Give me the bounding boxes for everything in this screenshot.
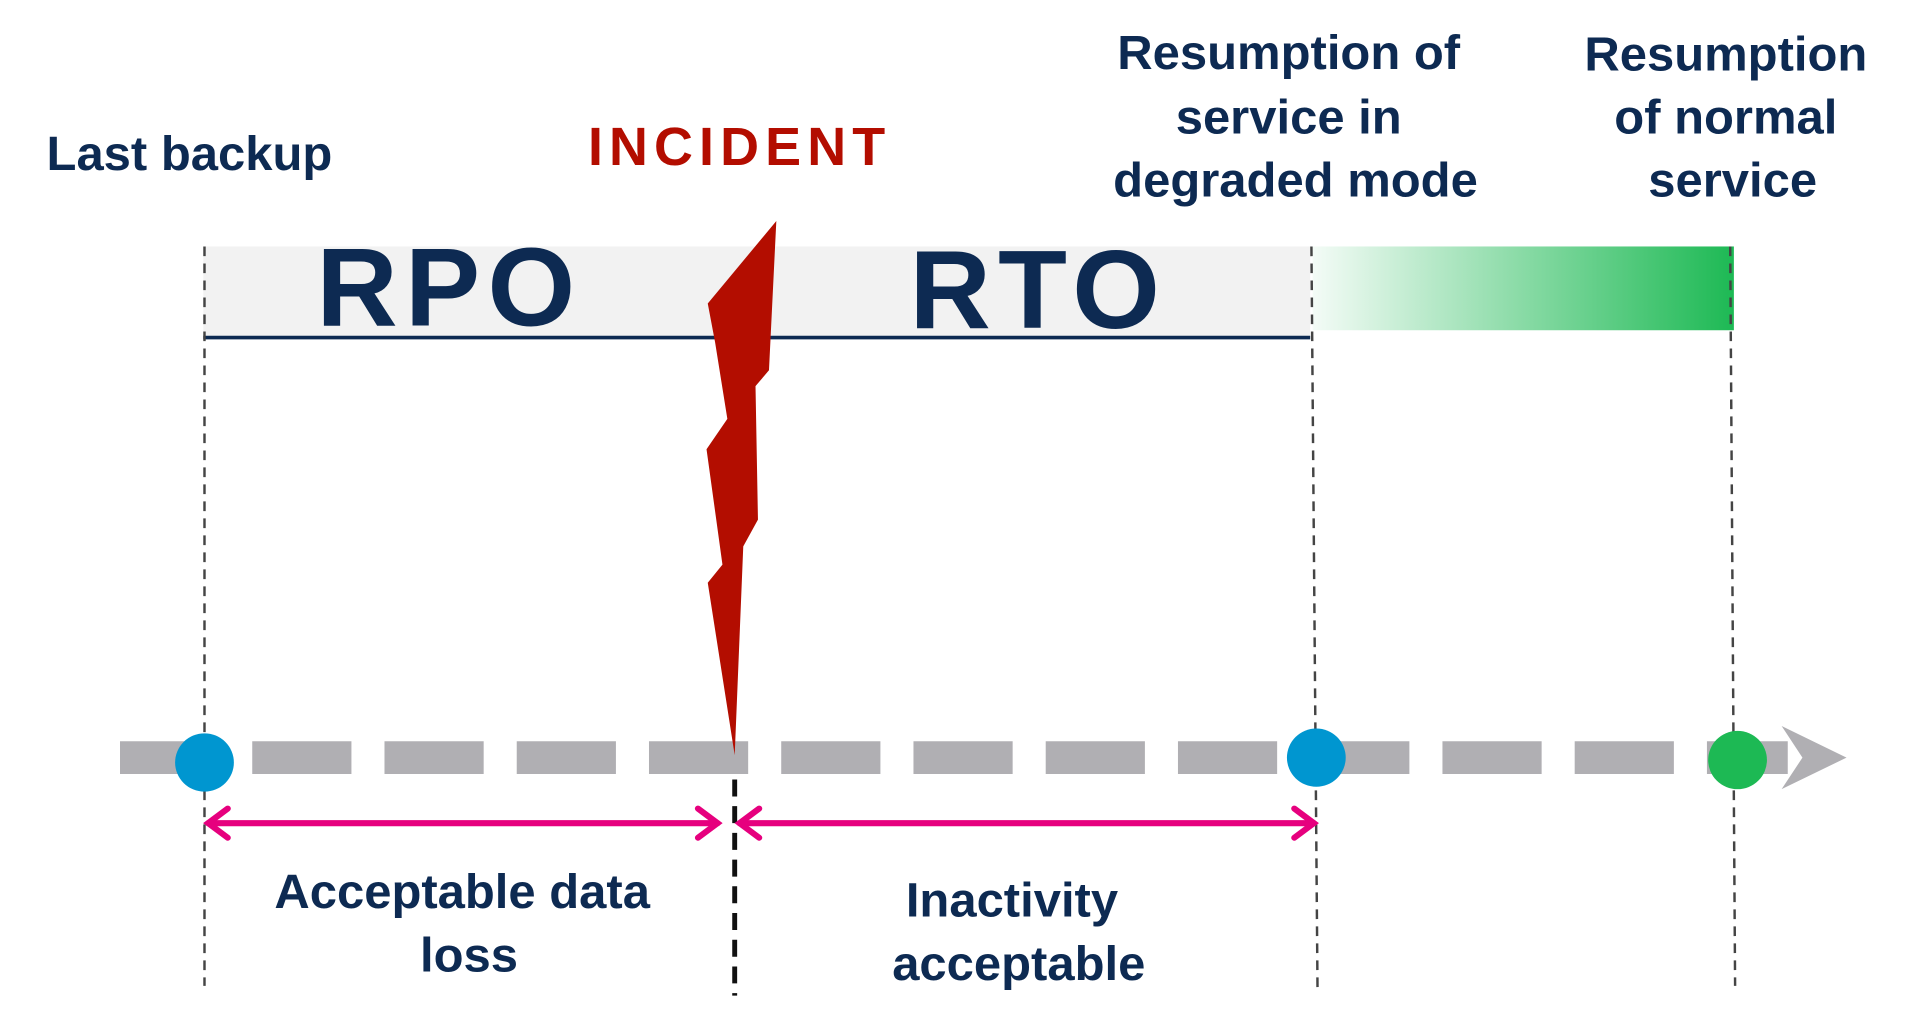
inactivity-span-arrow — [734, 805, 1319, 841]
degraded-resumption-label: Resumption of service in degraded mode — [1113, 26, 1478, 207]
normal-resumption-label: Resumption of normal service — [1584, 28, 1881, 208]
recovery-gradient-band — [1312, 246, 1734, 331]
incident-label: INCIDENT — [588, 117, 891, 177]
timeline-arrowhead — [1781, 726, 1847, 790]
data-loss-label: Acceptable data loss — [274, 865, 663, 982]
data-loss-span-arrow — [203, 805, 723, 841]
last-backup-marker — [175, 733, 234, 792]
guide-degraded — [1310, 246, 1319, 994]
degraded-resumption-marker — [1286, 728, 1346, 787]
inactivity-label: Inactivity acceptable — [892, 874, 1145, 991]
rpo-label: RPO — [316, 224, 582, 349]
guide-normal — [1728, 246, 1737, 986]
incident-bolt-icon — [706, 220, 777, 756]
normal-resumption-marker — [1708, 730, 1767, 790]
rto-label: RTO — [909, 226, 1167, 351]
last-backup-label: Last backup — [47, 127, 333, 181]
